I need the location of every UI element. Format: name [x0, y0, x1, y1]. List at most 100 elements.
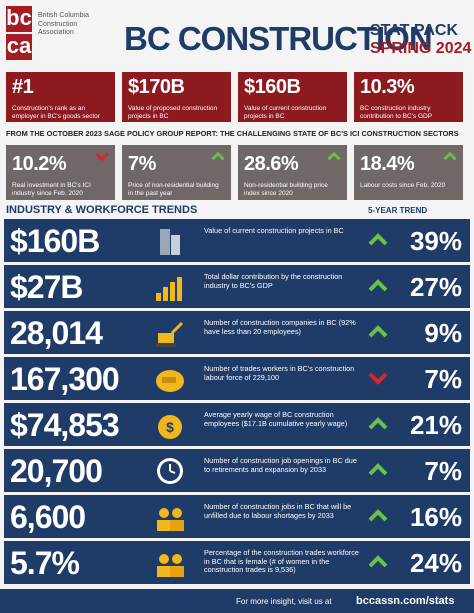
trend-row: 6,600 Number of construction jobs in BC t…: [4, 495, 470, 538]
trend-description: Number of construction job openings in B…: [204, 456, 357, 474]
trend-value: 20,700: [10, 453, 103, 489]
highlight-box: $160B Value of current construction proje…: [238, 72, 347, 122]
highlight-value: $170B: [128, 76, 185, 98]
trend-change: 21%: [409, 410, 462, 440]
icon-graphic: [156, 370, 184, 392]
trend-icon: [154, 547, 186, 584]
trend-arrow: [368, 416, 388, 437]
trend-value: 6,600: [10, 499, 86, 535]
trend-arrow: [368, 462, 388, 483]
report-box: 7% Price of non-residential building in t…: [122, 145, 231, 200]
report-value: 28.6%: [244, 153, 299, 175]
report-description: Non-residential building price index sin…: [244, 182, 328, 197]
report-value: 10.2%: [12, 153, 67, 175]
footer-link[interactable]: bccassn.com/stats: [356, 595, 455, 607]
trend-row: 28,014 Number of construction companies i…: [4, 311, 470, 354]
icon-graphic: [157, 458, 183, 484]
trend-icon: [154, 271, 186, 308]
highlight-value: #1: [12, 76, 34, 98]
trend-value: $74,853: [10, 407, 120, 443]
trend-description: Number of trades workers in BC's constru…: [204, 364, 355, 382]
icon-graphic: [157, 508, 184, 531]
trend-arrow: [327, 149, 341, 167]
icon-graphic: [157, 554, 184, 577]
report-box: 10.2% Real investment in BC's ICI industr…: [6, 145, 115, 200]
footer-bar: [0, 589, 474, 613]
trend-arrow: [95, 149, 109, 167]
logo-bottom: ca: [6, 33, 32, 60]
trend-value: $160B: [10, 223, 100, 259]
trend-row: 20,700 Number of construction job opening…: [4, 449, 470, 492]
highlight-description: Value of current construction projects i…: [244, 105, 327, 120]
highlight-value: 10.3%: [360, 76, 415, 98]
trend-arrow: [368, 278, 388, 299]
trend-description: Number of construction jobs in BC that w…: [204, 502, 352, 520]
trend-description: Value of current construction projects i…: [204, 226, 344, 235]
arrow-icon: [368, 555, 388, 568]
trend-change: 7%: [424, 456, 462, 486]
organization: British Columbia Construction Associatio…: [38, 12, 89, 36]
trend-change: 27%: [409, 272, 462, 302]
footer-text: For more insight, visit us at: [236, 597, 332, 606]
trend-description: Percentage of the construction trades wo…: [204, 548, 359, 574]
trend-arrow: [443, 149, 457, 167]
edition: SPRING 2024: [370, 40, 472, 57]
icon-graphic: [160, 229, 180, 255]
icon-graphic: [156, 277, 182, 301]
highlight-description: Construction's rank as an employer in BC…: [12, 105, 100, 120]
report-value: 18.4%: [360, 153, 415, 175]
trend-arrow: [211, 149, 225, 167]
trend-icon: [154, 317, 186, 354]
arrow-icon: [368, 325, 388, 338]
arrow-icon: [95, 152, 109, 162]
trend-row: $27B Total dollar contribution by the con…: [4, 265, 470, 308]
highlight-value: $160B: [244, 76, 301, 98]
trend-value: 28,014: [10, 315, 103, 351]
trend-value: $27B: [10, 269, 83, 305]
arrow-icon: [368, 463, 388, 476]
svg-text:$: $: [166, 419, 174, 435]
arrow-icon: [368, 233, 388, 246]
trend-description: Number of construction companies in BC (…: [204, 318, 356, 336]
trend-description: Total dollar contribution by the constru…: [204, 272, 343, 290]
highlight-description: BC construction industry contribution to…: [360, 105, 433, 120]
trend-icon: [154, 501, 186, 538]
arrow-icon: [368, 417, 388, 430]
trend-row: $160B Value of current construction proje…: [4, 219, 470, 262]
trend-change: 16%: [409, 502, 462, 532]
trend-change: 9%: [424, 318, 462, 348]
report-box: 28.6% Non-residential building price inde…: [238, 145, 347, 200]
trend-change: 7%: [424, 364, 462, 394]
report-box: 18.4% Labour costs since Feb. 2020: [354, 145, 463, 200]
report-description: Real investment in BC's ICI industry sin…: [12, 182, 91, 197]
arrow-icon: [368, 372, 388, 385]
trend-icon: [154, 363, 186, 400]
arrow-icon: [327, 151, 341, 161]
highlight-description: Value of proposed construction projects …: [128, 105, 218, 120]
trend-row: 5.7% Percentage of the construction trade…: [4, 541, 470, 584]
title: BC CONSTRUCTION: [124, 20, 433, 57]
trend-arrow: [368, 554, 388, 575]
trend-description: Average yearly wage of BC construction e…: [204, 410, 348, 428]
trend-value: 5.7%: [10, 545, 80, 581]
trend-value: 167,300: [10, 361, 120, 397]
logo-top: bc: [6, 5, 32, 32]
arrow-icon: [211, 151, 225, 161]
highlight-box: #1 Construction's rank as an employer in …: [6, 72, 115, 122]
trends-heading: INDUSTRY & WORKFORCE TRENDS: [6, 204, 198, 216]
highlight-box: 10.3% BC construction industry contributi…: [354, 72, 463, 122]
trend-row: $74,853 $ Average yearly wage of BC constr…: [4, 403, 470, 446]
arrow-icon: [443, 151, 457, 161]
trend-icon: [154, 225, 186, 262]
highlight-box: $170B Value of proposed construction proj…: [122, 72, 231, 122]
icon-graphic: $: [158, 415, 182, 439]
trend-arrow: [368, 232, 388, 253]
arrow-icon: [368, 509, 388, 522]
trend-change: 24%: [409, 548, 462, 578]
report-value: 7%: [128, 153, 156, 175]
trend-row: 167,300 Number of trades workers in BC's …: [4, 357, 470, 400]
report-description: Labour costs since Feb. 2020: [360, 182, 446, 189]
trend-arrow: [368, 508, 388, 529]
report-heading: FROM THE OCTOBER 2023 SAGE POLICY GROUP …: [6, 129, 459, 138]
